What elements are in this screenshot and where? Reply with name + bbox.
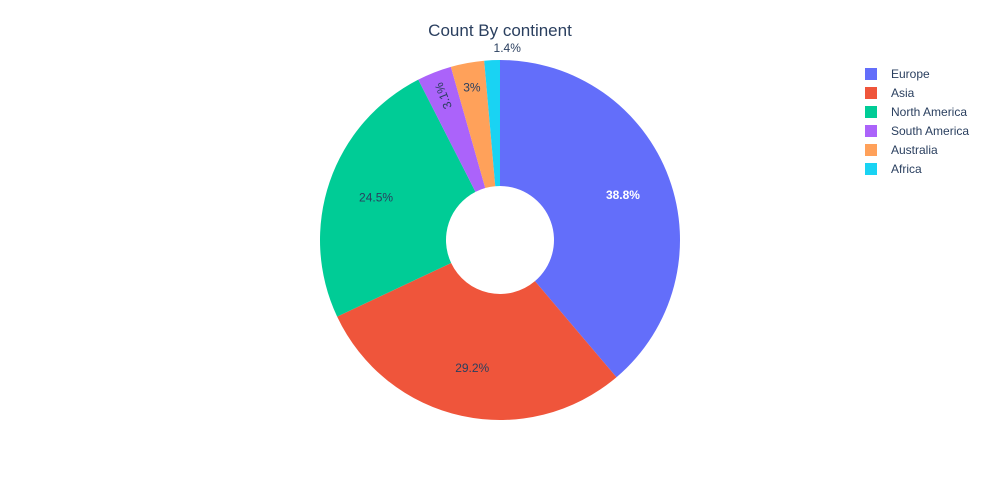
slice-label-asia: 29.2% [455, 361, 489, 375]
legend-item-south-america[interactable]: South America [865, 124, 969, 138]
legend-label: Africa [891, 162, 922, 176]
legend-item-north-america[interactable]: North America [865, 105, 967, 119]
slice-label-europe: 38.8% [606, 188, 640, 202]
legend-item-africa[interactable]: Africa [865, 162, 922, 176]
legend-label: Asia [891, 86, 915, 100]
pie-slice-asia[interactable] [337, 262, 617, 420]
legend-swatch [865, 106, 877, 118]
legend-item-europe[interactable]: Europe [865, 67, 930, 81]
pie-slice-north-america[interactable] [320, 79, 476, 317]
legend-item-australia[interactable]: Australia [865, 143, 938, 157]
legend: Europe Asia North America South America Aust… [865, 67, 969, 176]
chart-title: Count By continent [428, 21, 572, 40]
pie-slice-africa[interactable] [484, 60, 500, 187]
legend-label: Australia [891, 143, 938, 157]
legend-label: North America [891, 105, 967, 119]
legend-label: Europe [891, 67, 930, 81]
pie-slices [320, 60, 680, 420]
legend-swatch [865, 163, 877, 175]
legend-swatch [865, 125, 877, 137]
legend-item-asia[interactable]: Asia [865, 86, 915, 100]
legend-swatch [865, 144, 877, 156]
pie-slice-europe[interactable] [500, 60, 680, 378]
pie-slice-australia[interactable] [450, 60, 496, 189]
pie-slice-south-america[interactable] [418, 66, 486, 192]
legend-swatch [865, 68, 877, 80]
slice-label-australia: 3% [463, 81, 481, 95]
slice-label-north-america: 24.5% [359, 191, 393, 205]
legend-swatch [865, 87, 877, 99]
legend-label: South America [891, 124, 969, 138]
pie-slice-labels: 38.8%29.2%24.5%3.1% 3%1.4% [359, 41, 640, 375]
slice-label-africa: 1.4% [494, 41, 522, 55]
